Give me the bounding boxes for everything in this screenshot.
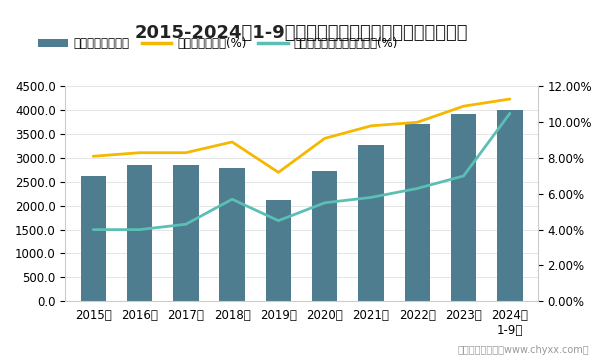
Legend: 应收账款（亿元）, 应收账款百分比(%), 应收账款占营业收入的比重(%): 应收账款（亿元）, 应收账款百分比(%), 应收账款占营业收入的比重(%) [33,32,402,55]
Bar [173,165,198,301]
Bar [358,145,384,301]
Bar [219,168,245,301]
Bar [312,171,337,301]
Text: 制图：智研咨询（www.chyxx.com）: 制图：智研咨询（www.chyxx.com） [457,345,589,355]
Bar [451,114,476,301]
Bar [266,200,291,301]
Title: 2015-2024年1-9月农副食品加工业企业应收账款统计图: 2015-2024年1-9月农副食品加工业企业应收账款统计图 [135,24,469,42]
Bar [81,176,106,301]
Bar [127,165,152,301]
Bar [404,124,430,301]
Bar [497,110,523,301]
